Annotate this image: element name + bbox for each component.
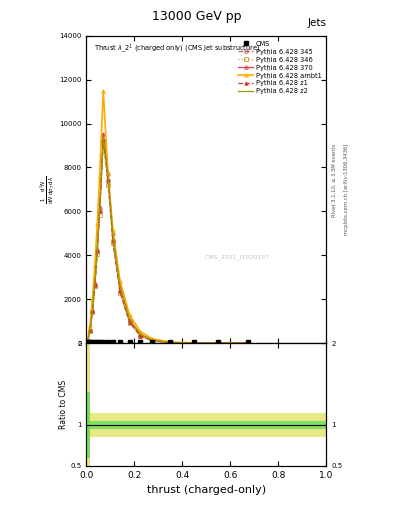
Text: Thrust $\lambda\_2^1$ (charged only) (CMS jet substructure): Thrust $\lambda\_2^1$ (charged only) (CM…	[94, 42, 261, 55]
Text: Jets: Jets	[307, 18, 326, 28]
Y-axis label: $\frac{1}{\mathrm{d}N}\,\frac{\mathrm{d}^2N}{\mathrm{d}p_T\,\mathrm{d}\lambda}$: $\frac{1}{\mathrm{d}N}\,\frac{\mathrm{d}…	[39, 175, 56, 204]
Text: Rivet 3.1.10, ≥ 3.3M events: Rivet 3.1.10, ≥ 3.3M events	[332, 143, 337, 217]
Text: 13000 GeV pp: 13000 GeV pp	[152, 10, 241, 23]
Y-axis label: Ratio to CMS: Ratio to CMS	[59, 380, 68, 429]
Text: mcplots.cern.ch [arXiv:1306.3436]: mcplots.cern.ch [arXiv:1306.3436]	[344, 143, 349, 235]
Legend: CMS, Pythia 6.428 345, Pythia 6.428 346, Pythia 6.428 370, Pythia 6.428 ambt1, P: CMS, Pythia 6.428 345, Pythia 6.428 346,…	[237, 39, 323, 96]
Text: CMS_2021_I1920187: CMS_2021_I1920187	[205, 254, 270, 260]
X-axis label: thrust (charged-only): thrust (charged-only)	[147, 485, 266, 495]
